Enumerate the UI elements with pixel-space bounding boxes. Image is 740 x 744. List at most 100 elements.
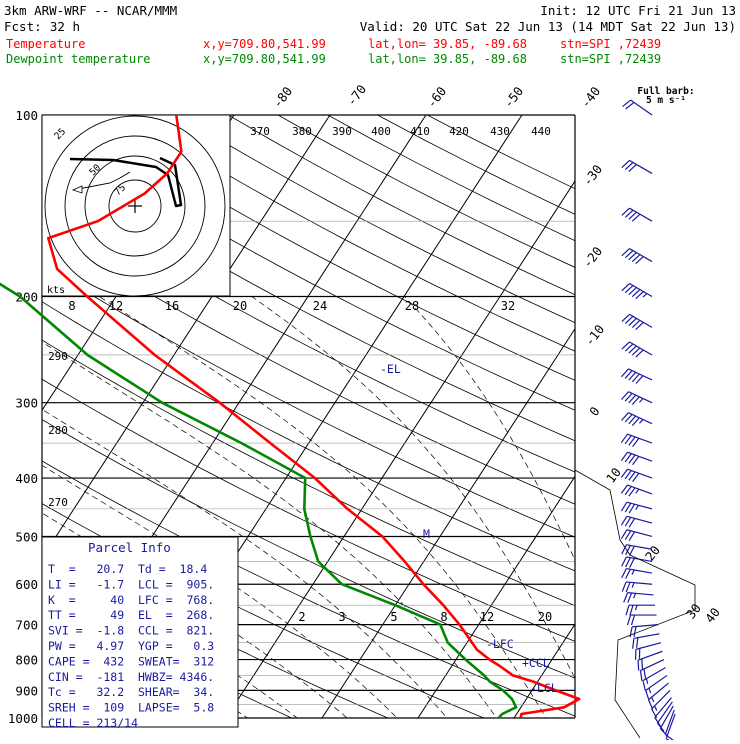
init-time: Init: 12 UTC Fri 21 Jun 13: [540, 3, 736, 18]
wind-barb-feather: [643, 681, 645, 691]
mixing-ratio-label-lower: 8: [440, 610, 447, 624]
wind-barb: [622, 160, 652, 173]
wind-barb-half-feather: [652, 697, 654, 702]
pressure-tick-label: 600: [15, 577, 38, 592]
theta-label-top: 390: [332, 125, 352, 138]
isotherm-line: [506, 102, 740, 731]
parcel-info-row: LI = -1.7 LCL = 905.: [48, 577, 214, 591]
pressure-tick-label: 800: [15, 653, 38, 668]
wind-barb-feather: [642, 659, 643, 669]
dew-xy: x,y=709.80,541.99: [203, 52, 326, 66]
wind-barb-feather: [655, 718, 661, 727]
parcel-info-title: Parcel Info: [88, 540, 171, 555]
wind-barb: [622, 314, 652, 329]
wind-barb-feather: [634, 627, 636, 637]
mixing-ratio-label: 28: [405, 299, 419, 313]
isotherm-label-right: -30: [580, 162, 606, 189]
temp-xy: x,y=709.80,541.99: [203, 37, 326, 51]
wind-barb-half-feather: [646, 679, 647, 684]
parcel-info-row: CAPE = 432 SWEAT= 312: [48, 654, 214, 668]
wind-barb-feather: [649, 700, 653, 710]
wind-barb-feather: [644, 669, 646, 679]
mixing-ratio-label-lower: 2: [298, 610, 305, 624]
isotherm-label-right: 30: [683, 601, 704, 622]
barb-panel-outline: [575, 115, 695, 738]
wind-barb-feather: [626, 558, 631, 567]
isotherm-line: [602, 102, 740, 731]
dry-adiabat-line: [378, 115, 740, 731]
valid-time: Valid: 20 UTC Sat 22 Jun 13 (14 MDT Sat …: [360, 19, 736, 34]
wind-barb-half-feather: [632, 570, 634, 575]
wind-barb-feather: [628, 593, 632, 603]
isotherm-label-right: 0: [586, 404, 602, 419]
theta-label-top: 410: [410, 125, 430, 138]
temp-latlon: lat,lon= 39.85, -89.68: [368, 37, 527, 51]
wind-barb-half-feather: [636, 489, 639, 493]
wind-barb: [621, 485, 652, 496]
isotherm-label-right: 10: [603, 465, 624, 486]
temperature-label: Temperature: [6, 37, 85, 51]
theta-label-top: 400: [371, 125, 391, 138]
wind-barb: [638, 651, 662, 670]
barb-legend-units: 5 m s⁻¹: [646, 95, 686, 106]
isotherm-label-top: -50: [501, 84, 527, 111]
theta-label-top: 380: [292, 125, 312, 138]
parcel-info-row: PW = 4.97 YGP = 0.3: [48, 639, 214, 653]
wind-barb-half-feather: [632, 583, 634, 588]
isotherm-line: [698, 102, 740, 731]
isotherm-label-right: -10: [582, 322, 608, 349]
wind-barb: [626, 605, 655, 615]
wind-barb: [621, 469, 652, 481]
theta-label-top: 430: [490, 125, 510, 138]
dry-adiabat-line: [427, 115, 740, 731]
theta-label-left: 270: [48, 496, 68, 509]
pressure-tick-label: 900: [15, 683, 38, 698]
wind-barb-half-feather: [643, 294, 647, 298]
wind-barb-staff: [665, 710, 674, 734]
wind-barb-feather: [646, 690, 649, 700]
hodograph-kts-label: kts: [47, 285, 65, 296]
wind-barb: [624, 593, 654, 603]
wind-barbs: [575, 100, 695, 740]
fcst-value: 32 h: [50, 19, 80, 34]
wind-barb-feather: [626, 605, 629, 615]
pressure-tick-label: 700: [15, 618, 38, 633]
wind-barb-feather: [626, 569, 631, 578]
mixing-ratio-label: 24: [313, 299, 327, 313]
wind-barb-feather: [622, 569, 627, 578]
wind-barb: [621, 516, 652, 527]
header: 3km ARW-WRF -- NCAR/MMM Init: 12 UTC Fri…: [4, 3, 736, 106]
wind-barb-feather: [630, 558, 635, 567]
parcel-info-panel: Parcel Info T = 20.7 Td = 18.4LI = -1.7 …: [42, 537, 238, 730]
wind-barb-feather: [624, 593, 628, 603]
parcel-info-row: Tc = 32.2 SHEAR= 34.: [48, 685, 214, 699]
mixing-ratio-label-lower: 20: [538, 610, 552, 624]
pressure-tick-label: 1000: [8, 711, 38, 726]
fcst-label: Fcst:: [4, 19, 42, 34]
wind-barb-feather: [622, 582, 626, 592]
isotherm-label-top: -80: [270, 84, 296, 111]
wind-barb-half-feather: [634, 593, 636, 598]
isotherm-label-right: -20: [580, 244, 606, 271]
level-marker-lcl: -LCL: [530, 681, 558, 695]
mixing-ratio-label: 12: [109, 299, 123, 313]
wind-barb: [621, 392, 652, 405]
theta-label-top: 370: [250, 125, 270, 138]
wind-barb: [622, 582, 652, 592]
wind-barb-feather: [633, 638, 634, 648]
wind-barb: [621, 452, 652, 464]
model-title: 3km ARW-WRF -- NCAR/MMM: [4, 3, 177, 18]
wind-barb-half-feather: [649, 688, 651, 693]
dew-station: stn=SPI ,72439: [560, 52, 661, 66]
parcel-info-row: TT = 49 EL = 268.: [48, 608, 214, 622]
wind-barb-feather: [637, 638, 638, 648]
pressure-tick-label: 400: [15, 471, 38, 486]
dewpoint-label: Dewpoint temperature: [6, 52, 151, 66]
level-marker-m: M: [423, 527, 430, 541]
wind-barb-feather: [630, 546, 635, 555]
wind-barb: [622, 342, 652, 357]
theta-label-top: 420: [449, 125, 469, 138]
dry-adiabat-line: [228, 115, 740, 731]
